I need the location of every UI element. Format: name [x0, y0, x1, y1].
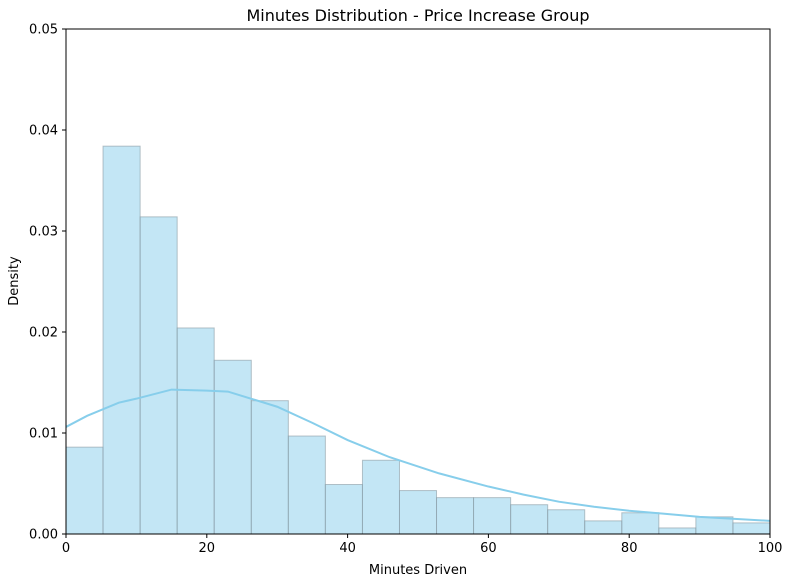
plot-frame: [65, 28, 771, 535]
x-axis: 0 20 40 60 80 100: [62, 534, 783, 556]
x-axis-label: Minutes Driven: [369, 563, 467, 578]
kde-curve: [65, 388, 771, 522]
histogram-bar-16: [658, 527, 697, 535]
chart-title: Minutes Distribution - Price Increase Gr…: [247, 6, 590, 25]
y-axis-label: Density: [7, 256, 22, 306]
x-tick-label: 80: [621, 541, 638, 556]
histogram-bar-2: [139, 216, 178, 535]
histogram-bar-7: [324, 484, 363, 535]
histogram-bar-0: [65, 446, 104, 535]
histogram-bar-11: [473, 497, 512, 535]
x-tick-label: 100: [758, 541, 783, 556]
histogram-bar-3: [176, 327, 215, 535]
histogram-bar-14: [584, 520, 623, 535]
x-tick-label: 20: [199, 541, 216, 556]
histogram-bar-6: [287, 435, 326, 535]
histogram-bar-5: [250, 400, 289, 535]
x-tick-label: 40: [339, 541, 356, 556]
histogram-bar-9: [398, 490, 438, 535]
y-axis: 0.00 0.01 0.02 0.03 0.04 0.05: [29, 23, 66, 543]
x-tick-label: 60: [480, 541, 497, 556]
y-tick-label: 0.02: [29, 326, 58, 341]
y-tick-label: 0.00: [29, 528, 58, 543]
y-tick-label: 0.04: [29, 124, 58, 139]
histogram-bar-13: [547, 509, 586, 535]
y-tick-label: 0.03: [29, 225, 58, 240]
histogram-bar-8: [361, 459, 400, 535]
histogram-bar-4: [213, 359, 252, 535]
x-tick-label: 0: [62, 541, 70, 556]
histogram-bar-18: [732, 522, 771, 535]
histogram-bars: [65, 145, 771, 535]
histogram-bar-1: [102, 145, 141, 535]
histogram-bar-12: [510, 504, 549, 535]
y-tick-label: 0.05: [29, 23, 58, 38]
histogram-bar-10: [436, 497, 475, 535]
histogram-bar-15: [621, 512, 660, 535]
y-tick-label: 0.01: [29, 427, 58, 442]
